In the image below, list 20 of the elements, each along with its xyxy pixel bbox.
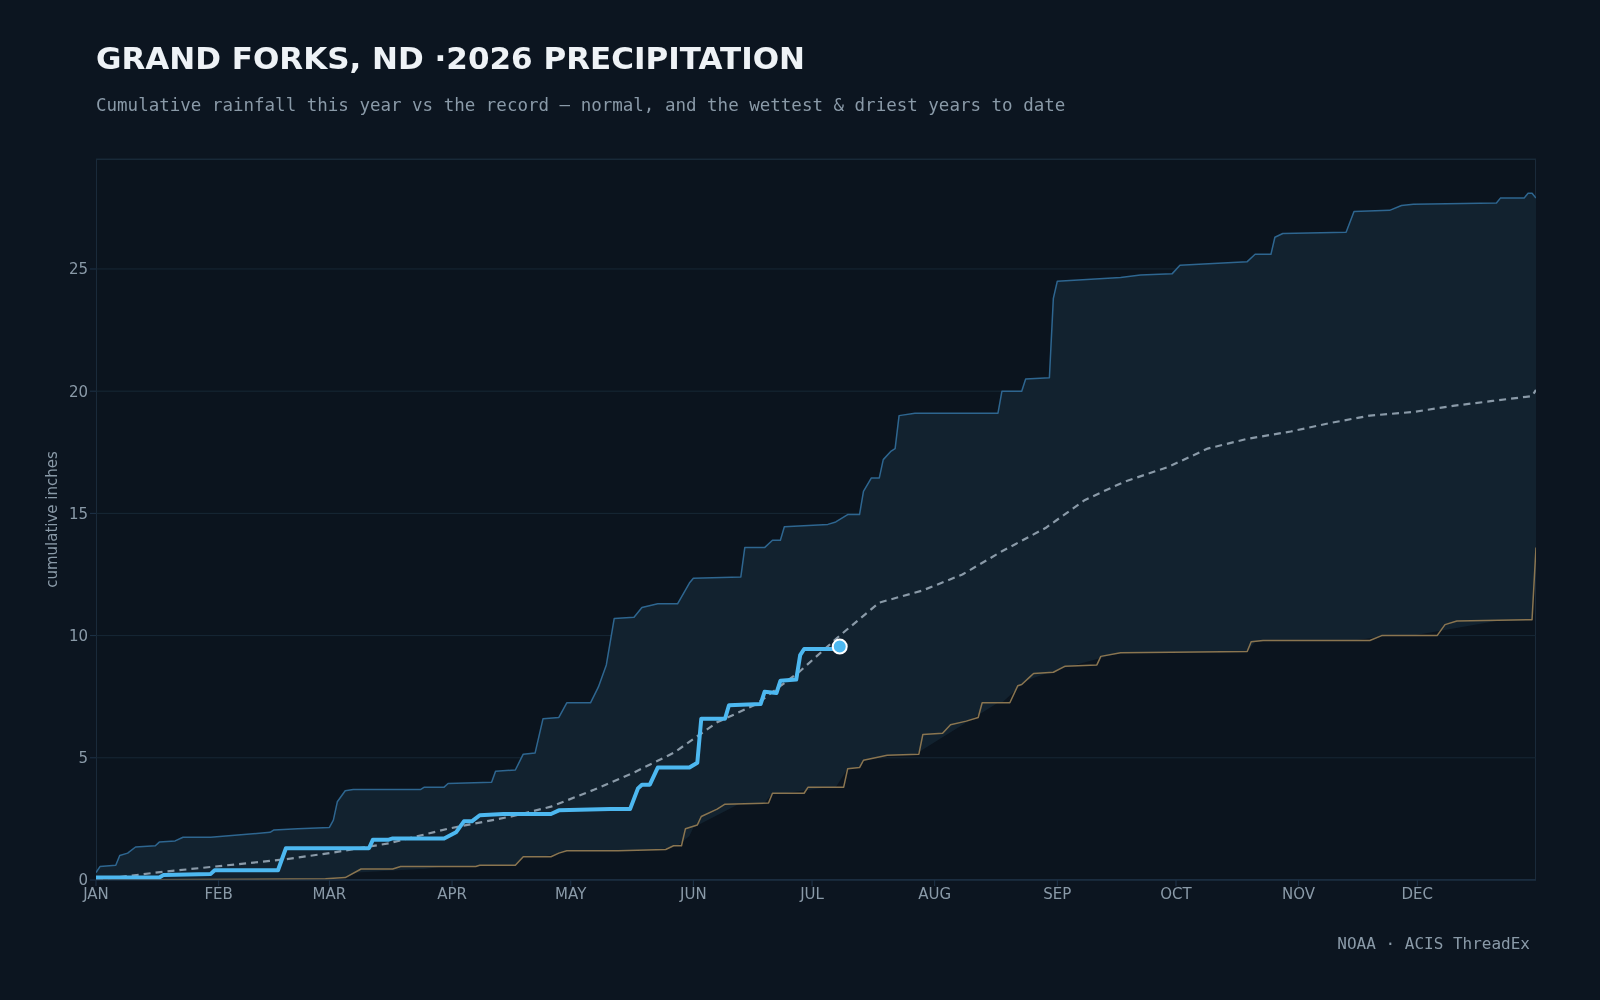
- x-tick-label: JUL: [799, 884, 825, 903]
- x-tick-label: NOV: [1282, 884, 1316, 903]
- x-tick-label: SEP: [1043, 884, 1072, 903]
- y-tick-label: 5: [78, 749, 88, 768]
- chart-subtitle: Cumulative rainfall this year vs the record — normal, and the wettest & driest years to date: [96, 95, 1066, 115]
- y-tick-label: 15: [68, 504, 88, 523]
- text: NOAA · ACIS ThreadEx: [1337, 934, 1530, 953]
- y-tick-label: 20: [68, 382, 88, 401]
- x-tick-label: MAR: [312, 884, 347, 903]
- x-tick-label: OCT: [1160, 884, 1193, 903]
- x-tick-label: FEB: [204, 884, 233, 903]
- x-tick-label: JUN: [679, 884, 707, 903]
- y-axis-title: cumulative inches: [43, 451, 62, 588]
- y-tick-label: 10: [68, 626, 88, 645]
- y-tick-label: 25: [68, 260, 88, 279]
- chart-title: GRAND FORKS, ND ·2026 PRECIPITATION: [96, 40, 806, 76]
- x-tick-label: APR: [437, 884, 467, 903]
- x-tick-label: DEC: [1401, 884, 1434, 903]
- x-tick-label: AUG: [918, 884, 952, 903]
- x-tick-label: MAY: [555, 884, 588, 903]
